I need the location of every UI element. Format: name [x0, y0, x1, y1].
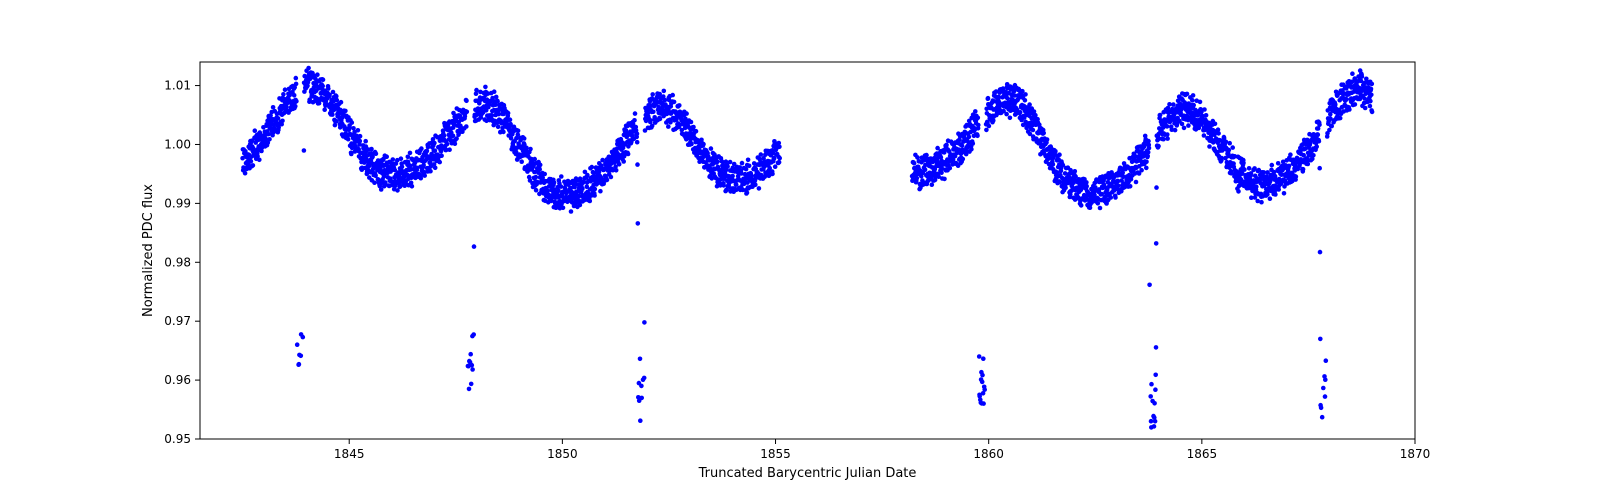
svg-text:1.01: 1.01	[164, 79, 191, 93]
svg-text:1845: 1845	[334, 447, 365, 461]
svg-text:0.95: 0.95	[164, 432, 191, 446]
svg-text:1850: 1850	[547, 447, 578, 461]
light-curve-chart: 184518501855186018651870 0.950.960.970.9…	[0, 0, 1600, 500]
svg-text:1860: 1860	[973, 447, 1004, 461]
data-points	[240, 66, 1374, 430]
plot-frame	[200, 62, 1415, 439]
svg-text:0.97: 0.97	[164, 314, 191, 328]
svg-text:0.96: 0.96	[164, 373, 191, 387]
svg-text:1865: 1865	[1187, 447, 1218, 461]
x-axis-label: Truncated Barycentric Julian Date	[698, 466, 917, 481]
svg-text:1.00: 1.00	[164, 137, 191, 151]
y-ticks: 0.95 0.96 0.97 0.98 0.99 1.00 1.01	[164, 79, 200, 446]
svg-text:0.99: 0.99	[164, 196, 191, 210]
y-axis-label: Normalized PDC flux	[141, 184, 156, 317]
svg-text:0.98: 0.98	[164, 255, 191, 269]
svg-text:1855: 1855	[760, 447, 791, 461]
svg-text:1870: 1870	[1400, 447, 1431, 461]
x-ticks: 1845 1850 1855 1860 1865 1870	[334, 439, 1430, 461]
